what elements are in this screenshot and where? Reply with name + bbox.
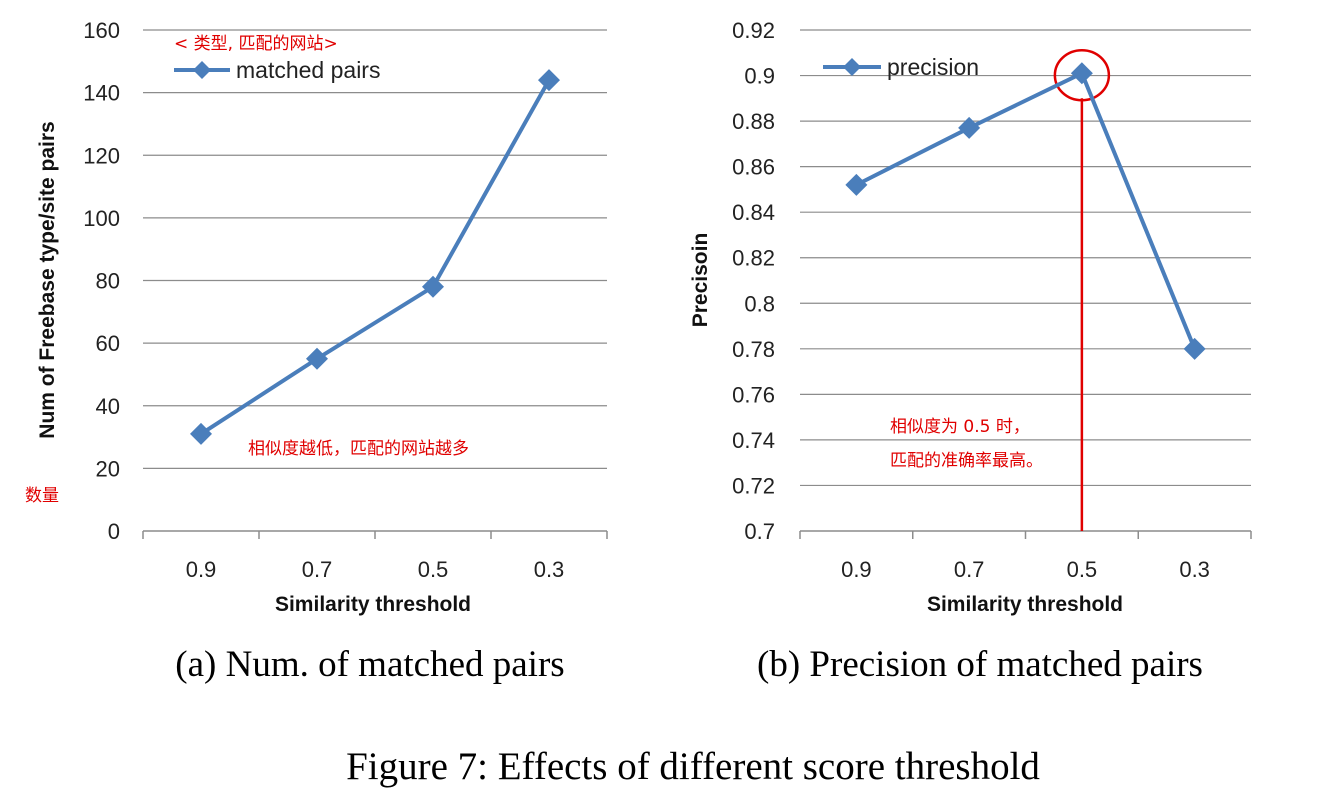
y-tick-label: 0.82 bbox=[732, 246, 775, 271]
x-tick-label: 0.5 bbox=[1067, 557, 1098, 582]
chart-b-legend: precision bbox=[823, 54, 979, 80]
data-point-marker bbox=[1070, 62, 1093, 85]
chart-a-y-axis-title: Num of Freebase type/site pairs bbox=[36, 121, 59, 438]
y-tick-label: 0.8 bbox=[744, 291, 775, 316]
series-line bbox=[854, 71, 1197, 351]
y-tick-label: 20 bbox=[96, 456, 120, 481]
chart-b-series bbox=[845, 62, 1206, 360]
chart-b-axes bbox=[799, 530, 1252, 539]
y-tick-label: 0 bbox=[108, 519, 120, 544]
y-tick-label: 0.92 bbox=[732, 18, 775, 43]
chart-a-x-tick-labels: 0.9 0.7 0.5 0.3 bbox=[186, 557, 565, 582]
y-tick-label: 0.9 bbox=[744, 64, 775, 89]
chart-a-series bbox=[190, 69, 560, 445]
data-point-marker bbox=[845, 173, 868, 196]
legend-label: precision bbox=[887, 54, 979, 80]
y-tick-label: 80 bbox=[96, 269, 120, 294]
x-tick-label: 0.7 bbox=[954, 557, 985, 582]
data-point-marker bbox=[306, 347, 328, 370]
legend-marker bbox=[843, 58, 861, 76]
x-tick-label: 0.9 bbox=[186, 557, 217, 582]
chart-a: 0 20 40 60 80 100 120 140 160 0.9 0.7 0.5 0.3 match… bbox=[25, 18, 608, 616]
data-point-marker bbox=[422, 275, 444, 298]
figure-caption: Figure 7: Effects of different score thr… bbox=[346, 745, 1040, 788]
y-tick-label: 0.7 bbox=[744, 519, 775, 544]
chart-a-trend-note: 相似度越低，匹配的网站越多 bbox=[248, 439, 469, 459]
chart-a-y-tick-labels: 0 20 40 60 80 100 120 140 160 bbox=[83, 18, 120, 544]
legend-label: matched pairs bbox=[236, 57, 380, 83]
chart-a-x-axis-title: Similarity threshold bbox=[275, 593, 471, 616]
chart-b-note-line1: 相似度为 0.5 时， bbox=[890, 417, 1030, 437]
data-point-marker bbox=[1183, 337, 1206, 360]
data-point-marker bbox=[538, 69, 560, 92]
chart-b-caption: (b) Precision of matched pairs bbox=[757, 644, 1203, 685]
data-point-marker bbox=[190, 422, 212, 445]
x-tick-label: 0.5 bbox=[418, 557, 449, 582]
chart-a-legend: matched pairs bbox=[174, 57, 380, 83]
x-tick-label: 0.3 bbox=[1179, 557, 1210, 582]
chart-b-x-axis-title: Similarity threshold bbox=[927, 593, 1123, 616]
chart-b-x-tick-labels: 0.9 0.7 0.5 0.3 bbox=[841, 557, 1210, 582]
chart-b-highlight bbox=[1053, 49, 1111, 531]
y-tick-label: 0.84 bbox=[732, 200, 775, 225]
chart-b: 0.7 0.72 0.74 0.76 0.78 0.8 0.82 0.84 0.86 0.88 0.… bbox=[689, 18, 1252, 616]
x-tick-label: 0.9 bbox=[841, 557, 872, 582]
y-tick-label: 120 bbox=[83, 143, 120, 168]
y-tick-label: 40 bbox=[96, 394, 120, 419]
data-point-marker bbox=[958, 116, 981, 139]
x-tick-label: 0.7 bbox=[302, 557, 333, 582]
y-tick-label: 0.88 bbox=[732, 109, 775, 134]
y-tick-label: 100 bbox=[83, 206, 120, 231]
series-line bbox=[199, 78, 551, 436]
y-tick-label: 0.76 bbox=[732, 382, 775, 407]
chart-a-caption: (a) Num. of matched pairs bbox=[175, 644, 564, 685]
chart-b-gridlines bbox=[800, 29, 1251, 487]
chart-a-legend-note: < 类型, 匹配的网站> bbox=[174, 34, 338, 54]
y-tick-label: 160 bbox=[83, 18, 120, 43]
y-tick-label: 140 bbox=[83, 81, 120, 106]
chart-b-y-tick-labels: 0.7 0.72 0.74 0.76 0.78 0.8 0.82 0.84 0.86 0.88 0.… bbox=[732, 18, 775, 544]
chart-a-axes bbox=[142, 530, 608, 539]
y-tick-label: 0.74 bbox=[732, 428, 775, 453]
y-tick-label: 0.86 bbox=[732, 155, 775, 180]
y-tick-label: 0.72 bbox=[732, 473, 775, 498]
y-tick-label: 60 bbox=[96, 331, 120, 356]
y-tick-label: 0.78 bbox=[732, 337, 775, 362]
chart-a-ylabel-note: 数量 bbox=[25, 486, 59, 506]
chart-b-y-axis-title: Precisoin bbox=[689, 233, 712, 328]
chart-b-note-line2: 匹配的准确率最高。 bbox=[890, 451, 1043, 471]
chart-a-gridlines bbox=[143, 29, 607, 469]
x-tick-label: 0.3 bbox=[534, 557, 565, 582]
legend-marker bbox=[193, 61, 211, 79]
